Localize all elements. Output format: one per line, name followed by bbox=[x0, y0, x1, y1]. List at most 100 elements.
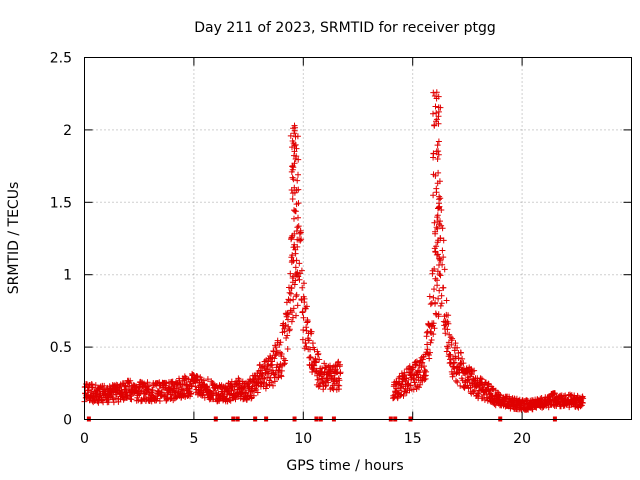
data-point bbox=[296, 230, 303, 237]
data-point bbox=[434, 212, 441, 219]
data-point bbox=[268, 379, 275, 386]
data-point bbox=[127, 377, 134, 384]
data-point bbox=[490, 386, 497, 393]
data-point bbox=[433, 224, 440, 231]
plot-frame bbox=[84, 57, 632, 420]
data-point bbox=[454, 344, 461, 351]
data-point bbox=[433, 110, 440, 116]
data-point bbox=[284, 346, 291, 352]
data-point bbox=[297, 229, 304, 236]
data-point bbox=[311, 362, 318, 369]
data-point bbox=[449, 373, 456, 380]
data-point bbox=[304, 318, 311, 325]
data-point bbox=[286, 289, 293, 296]
data-point bbox=[437, 302, 444, 309]
x-axis-label: GPS time / hours bbox=[286, 458, 403, 474]
data-point bbox=[293, 293, 300, 300]
data-point bbox=[434, 142, 441, 149]
data-point bbox=[438, 292, 445, 299]
data-point bbox=[192, 383, 199, 390]
data-point bbox=[179, 386, 186, 393]
data-point bbox=[444, 326, 451, 333]
data-point bbox=[307, 354, 314, 361]
data-point bbox=[278, 373, 285, 380]
data-point bbox=[284, 332, 291, 339]
data-point bbox=[337, 361, 343, 368]
y-tick-label: 1.5 bbox=[50, 195, 72, 211]
data-point bbox=[434, 156, 441, 162]
data-point bbox=[282, 357, 289, 364]
data-point bbox=[285, 316, 291, 323]
data-point bbox=[431, 325, 438, 332]
chart-title: Day 211 of 2023, SRMTID for receiver ptg… bbox=[194, 20, 496, 36]
data-point bbox=[293, 228, 300, 234]
data-point bbox=[439, 261, 446, 268]
data-point bbox=[459, 355, 466, 362]
data-point bbox=[434, 225, 441, 232]
data-point bbox=[188, 390, 195, 397]
data-point bbox=[458, 349, 464, 356]
data-point bbox=[289, 309, 295, 316]
data-point bbox=[169, 378, 176, 385]
data-point bbox=[321, 360, 328, 367]
data-point bbox=[432, 228, 439, 235]
data-point bbox=[302, 340, 309, 346]
y-tick-label: 1 bbox=[63, 268, 72, 284]
data-point bbox=[291, 184, 298, 191]
data-point bbox=[299, 284, 306, 291]
data-point bbox=[457, 382, 464, 389]
data-point bbox=[315, 350, 322, 357]
data-point bbox=[287, 297, 294, 304]
y-tick-label: 2 bbox=[63, 123, 72, 139]
data-point bbox=[431, 286, 437, 293]
data-point bbox=[479, 376, 485, 383]
data-point bbox=[333, 378, 340, 385]
data-point bbox=[444, 345, 451, 352]
data-point bbox=[437, 235, 444, 242]
data-point bbox=[101, 382, 108, 389]
data-point bbox=[288, 318, 295, 325]
data-point bbox=[289, 174, 296, 181]
data-point bbox=[291, 189, 298, 196]
data-point bbox=[297, 237, 304, 244]
data-point bbox=[453, 377, 459, 384]
data-point bbox=[433, 148, 440, 155]
data-point bbox=[287, 270, 294, 277]
data-point bbox=[290, 273, 297, 280]
data-point bbox=[426, 293, 433, 300]
data-point bbox=[471, 367, 478, 374]
data-point bbox=[435, 151, 442, 158]
data-point bbox=[437, 104, 444, 111]
data-point bbox=[438, 300, 445, 307]
data-point bbox=[451, 359, 458, 366]
data-point bbox=[432, 172, 439, 179]
x-tick-label: 10 bbox=[294, 431, 312, 447]
data-point bbox=[435, 93, 442, 100]
data-point bbox=[293, 291, 300, 298]
data-point bbox=[295, 171, 301, 178]
data-point bbox=[436, 178, 443, 185]
data-point bbox=[397, 392, 404, 399]
x-tick-label: 0 bbox=[80, 431, 89, 447]
data-point bbox=[445, 312, 452, 319]
data-point bbox=[552, 390, 558, 397]
data-point bbox=[272, 370, 279, 377]
data-point bbox=[292, 250, 299, 257]
data-point bbox=[435, 169, 442, 176]
data-point bbox=[452, 355, 459, 362]
data-point bbox=[288, 285, 295, 292]
x-tick-labels: 0 5 10 15 20 bbox=[80, 431, 531, 447]
axis-ticks bbox=[84, 57, 632, 420]
data-point bbox=[433, 185, 440, 192]
data-point bbox=[292, 277, 299, 284]
data-point bbox=[294, 177, 301, 184]
data-point bbox=[298, 236, 305, 243]
data-point bbox=[426, 355, 433, 362]
data-point bbox=[435, 295, 442, 302]
data-point bbox=[447, 351, 454, 358]
data-point bbox=[146, 382, 153, 389]
x-tick-label: 5 bbox=[189, 431, 198, 447]
data-point bbox=[294, 302, 301, 309]
data-point bbox=[281, 328, 288, 335]
